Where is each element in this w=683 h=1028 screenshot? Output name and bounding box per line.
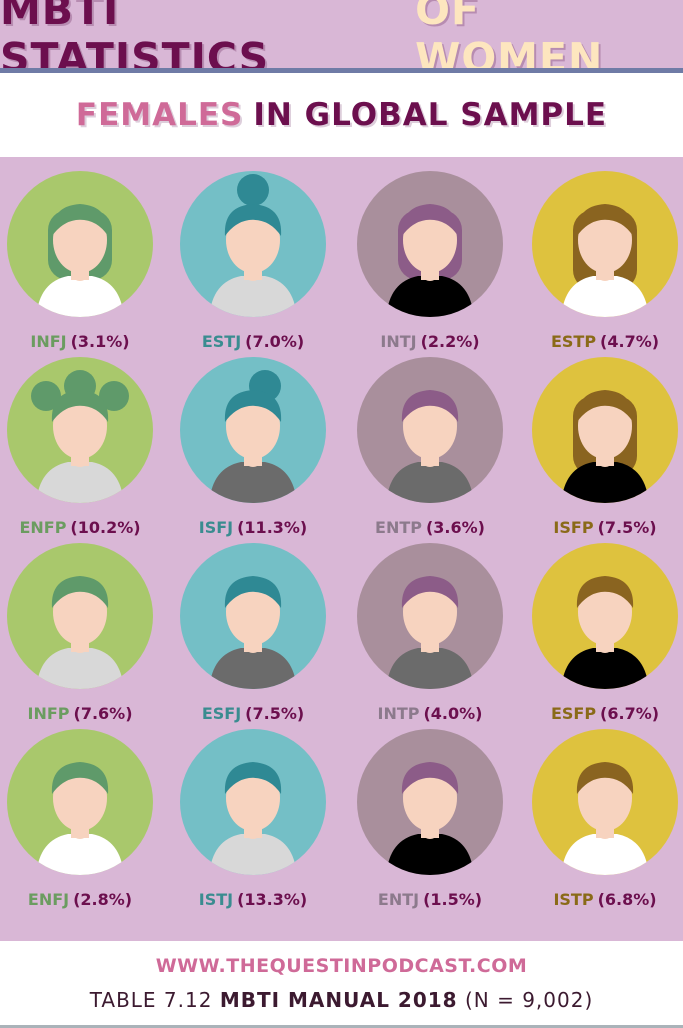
type-percent: (2.8%): [73, 890, 133, 909]
type-percent: (7.5%): [597, 518, 657, 537]
woman-avatar-icon: [180, 357, 326, 503]
subtitle-rest: IN GLOBAL SAMPLE: [253, 97, 608, 133]
type-label: ESTP (4.7%): [520, 332, 683, 351]
source-prefix: TABLE 7.12: [89, 988, 213, 1012]
type-card: INTJ (2.2%): [345, 170, 515, 355]
type-label: ISTP (6.8%): [520, 890, 683, 909]
woman-avatar-icon: [532, 171, 678, 317]
type-percent: (7.6%): [73, 704, 133, 723]
type-label: ENTP (3.6%): [345, 518, 515, 537]
type-card: ENTJ (1.5%): [345, 728, 515, 913]
website-link[interactable]: WWW.THEQUESTINPODCAST.COM: [155, 955, 528, 977]
woman-avatar-icon: [357, 357, 503, 503]
type-name: ENTP: [375, 518, 422, 537]
type-card: ENFP (10.2%): [0, 356, 165, 541]
type-card: ISTJ (13.3%): [168, 728, 338, 913]
divider: [0, 68, 683, 73]
type-name: ENTJ: [377, 890, 420, 909]
type-percent: (6.7%): [600, 704, 660, 723]
type-name: ISFJ: [198, 518, 234, 537]
type-label: INFP (7.6%): [0, 704, 165, 723]
type-percent: (4.0%): [423, 704, 483, 723]
subtitle: FEMALES IN GLOBAL SAMPLE: [0, 73, 683, 157]
type-label: ENFJ (2.8%): [0, 890, 165, 909]
type-name: ESFJ: [201, 704, 242, 723]
type-percent: (13.3%): [237, 890, 308, 909]
type-name: INFJ: [30, 332, 67, 351]
type-name: ENFP: [19, 518, 67, 537]
page-title: MBTI STATISTICS OF WOMEN: [0, 0, 683, 82]
type-label: INTP (4.0%): [345, 704, 515, 723]
type-percent: (1.5%): [423, 890, 483, 909]
woman-avatar-icon: [180, 543, 326, 689]
type-percent: (2.2%): [420, 332, 480, 351]
type-percent: (10.2%): [70, 518, 141, 537]
type-name: ISTJ: [198, 890, 234, 909]
type-label: ISFP (7.5%): [520, 518, 683, 537]
type-label: ESFP (6.7%): [520, 704, 683, 723]
woman-avatar-icon: [357, 729, 503, 875]
type-percent: (7.5%): [245, 704, 305, 723]
type-percent: (7.0%): [245, 332, 305, 351]
type-card: ESTJ (7.0%): [168, 170, 338, 355]
woman-avatar-icon: [7, 357, 153, 503]
type-label: ESFJ (7.5%): [168, 704, 338, 723]
source-citation: TABLE 7.12 MBTI MANUAL 2018 (N = 9,002): [0, 988, 683, 1012]
type-card: ENTP (3.6%): [345, 356, 515, 541]
type-card: INFJ (3.1%): [0, 170, 165, 355]
type-name: INTJ: [380, 332, 417, 351]
woman-avatar-icon: [7, 543, 153, 689]
type-name: ENFJ: [27, 890, 70, 909]
type-label: ENTJ (1.5%): [345, 890, 515, 909]
type-label: INFJ (3.1%): [0, 332, 165, 351]
woman-avatar-icon: [532, 729, 678, 875]
type-card: ISTP (6.8%): [520, 728, 683, 913]
source-suffix: (N = 9,002): [464, 988, 594, 1012]
type-percent: (11.3%): [237, 518, 308, 537]
woman-avatar-icon: [357, 543, 503, 689]
woman-avatar-icon: [7, 171, 153, 317]
source-bold: MBTI MANUAL 2018: [219, 988, 458, 1012]
type-name: ISTP: [553, 890, 594, 909]
type-percent: (4.7%): [600, 332, 660, 351]
woman-avatar-icon: [357, 171, 503, 317]
type-card: ENFJ (2.8%): [0, 728, 165, 913]
type-card: ESTP (4.7%): [520, 170, 683, 355]
footer: WWW.THEQUESTINPODCAST.COM TABLE 7.12 MBT…: [0, 937, 683, 1028]
type-name: ISFP: [553, 518, 594, 537]
type-name: INTP: [377, 704, 420, 723]
type-name: ESTJ: [201, 332, 242, 351]
type-card: ISFP (7.5%): [520, 356, 683, 541]
woman-avatar-icon: [180, 729, 326, 875]
type-percent: (3.1%): [70, 332, 130, 351]
type-card: INTP (4.0%): [345, 542, 515, 727]
type-card: ESFJ (7.5%): [168, 542, 338, 727]
type-card: INFP (7.6%): [0, 542, 165, 727]
woman-avatar-icon: [532, 357, 678, 503]
type-percent: (6.8%): [597, 890, 657, 909]
type-card: ESFP (6.7%): [520, 542, 683, 727]
type-label: INTJ (2.2%): [345, 332, 515, 351]
type-name: INFP: [27, 704, 70, 723]
type-name: ESTP: [550, 332, 597, 351]
woman-avatar-icon: [532, 543, 678, 689]
woman-avatar-icon: [180, 171, 326, 317]
type-name: ESFP: [550, 704, 597, 723]
type-label: ENFP (10.2%): [0, 518, 165, 537]
type-label: ISTJ (13.3%): [168, 890, 338, 909]
woman-avatar-icon: [7, 729, 153, 875]
type-card: ISFJ (11.3%): [168, 356, 338, 541]
type-label: ESTJ (7.0%): [168, 332, 338, 351]
type-label: ISFJ (11.3%): [168, 518, 338, 537]
type-percent: (3.6%): [425, 518, 485, 537]
subtitle-accent: FEMALES: [75, 97, 244, 133]
